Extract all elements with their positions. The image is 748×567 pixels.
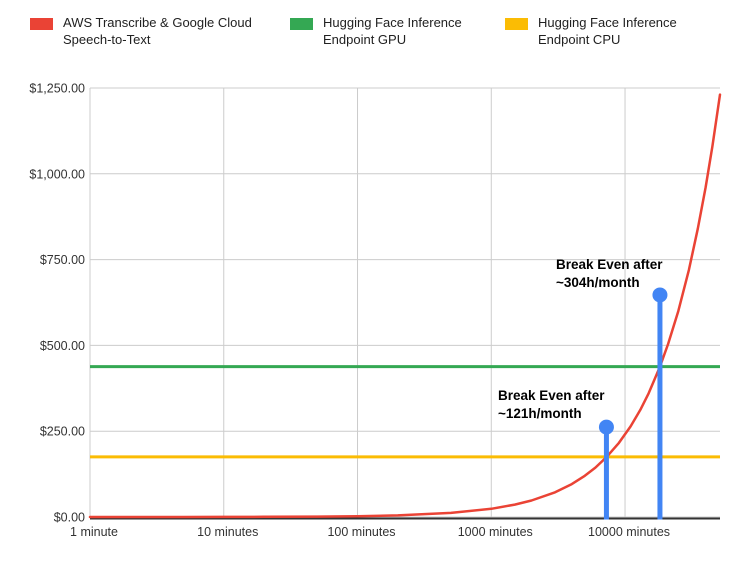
x-axis-tick-label: 1 minute <box>70 525 118 539</box>
breakeven-annotation-cpu: Break Even after ~121h/month <box>498 387 605 423</box>
y-axis-tick-label: $1,250.00 <box>29 82 85 96</box>
y-axis-tick-label: $250.00 <box>40 425 85 439</box>
y-axis-tick-label: $0.00 <box>54 511 85 525</box>
legend-item-aws-gcp: AWS Transcribe & Google Cloud Speech-to-… <box>30 14 283 48</box>
aws-cost-curve <box>88 93 722 519</box>
y-axis-tick-label: $500.00 <box>40 339 85 353</box>
legend-item-hf-gpu: Hugging Face Inference Endpoint GPU <box>290 14 491 48</box>
annotation-line-2: ~304h/month <box>556 275 640 290</box>
legend-swatch-red <box>30 18 53 30</box>
legend-label-hf-cpu: Hugging Face Inference Endpoint CPU <box>538 15 677 47</box>
annotation-line-1: Break Even after <box>498 388 605 403</box>
legend-label-hf-gpu: Hugging Face Inference Endpoint GPU <box>323 15 462 47</box>
y-axis-tick-label: $1,000.00 <box>29 167 85 181</box>
legend-swatch-yellow <box>505 18 528 30</box>
legend-label-aws-gcp: AWS Transcribe & Google Cloud Speech-to-… <box>63 15 252 47</box>
legend-swatch-green <box>290 18 313 30</box>
annotation-line-2: ~121h/month <box>498 406 582 421</box>
x-axis-tick-label: 100 minutes <box>327 525 395 539</box>
annotation-line-1: Break Even after <box>556 257 663 272</box>
y-axis-tick-label: $750.00 <box>40 253 85 267</box>
legend-item-hf-cpu: Hugging Face Inference Endpoint CPU <box>505 14 706 48</box>
breakeven-annotation-gpu: Break Even after ~304h/month <box>556 256 663 292</box>
breakeven-dot <box>652 287 668 303</box>
x-axis-tick-label: 10000 minutes <box>588 525 670 539</box>
breakeven-dot <box>598 419 614 435</box>
x-axis-tick-label: 1000 minutes <box>458 525 533 539</box>
x-axis-tick-label: 10 minutes <box>197 525 258 539</box>
